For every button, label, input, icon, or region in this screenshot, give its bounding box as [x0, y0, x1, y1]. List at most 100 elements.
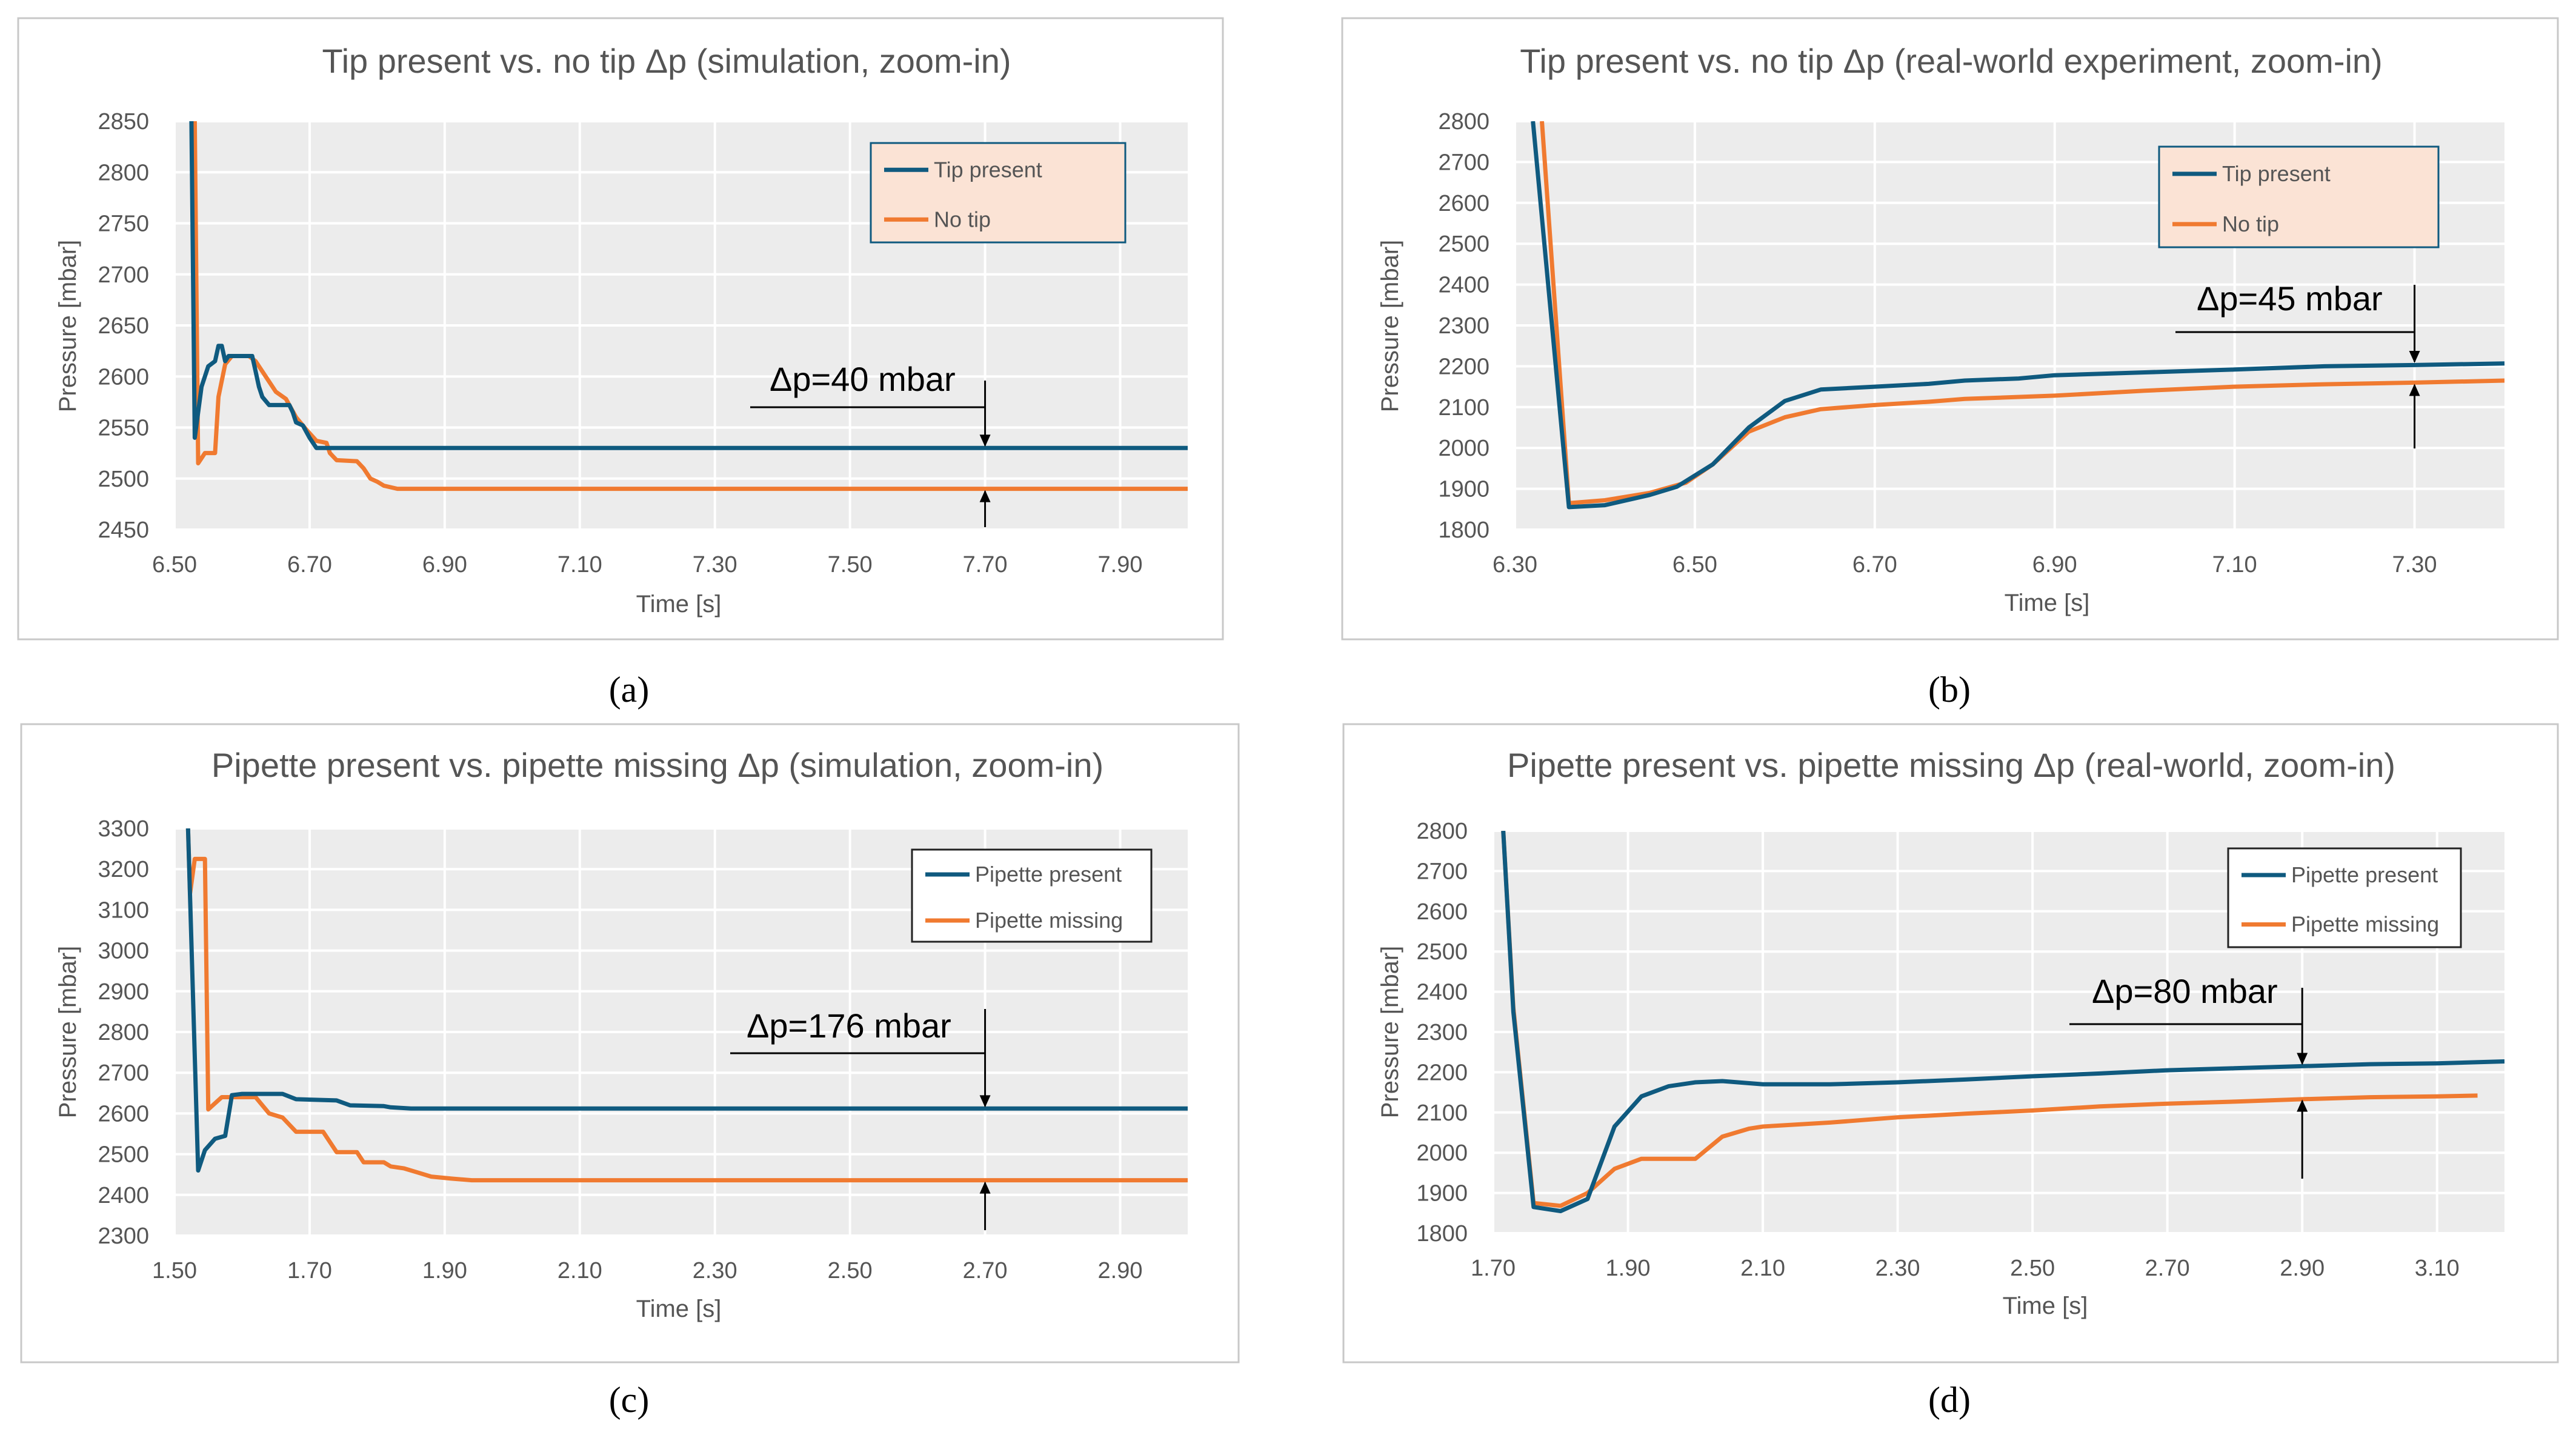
y-tick-label: 1900 — [1416, 1181, 1468, 1207]
series-line-pipette-present — [185, 828, 1188, 1173]
y-tick-label: 2850 — [98, 109, 149, 135]
arrowhead-down — [2297, 1053, 2308, 1065]
x-tick-label: 7.10 — [557, 552, 602, 578]
x-tick-label: 2.70 — [963, 1258, 1008, 1284]
x-tick-label: 7.10 — [2212, 552, 2257, 578]
x-tick-label: 7.70 — [963, 552, 1008, 578]
y-tick-label: 2700 — [98, 1060, 149, 1086]
series-line-pipette-missing — [185, 828, 1188, 1183]
legend-label: No tip — [2222, 211, 2279, 236]
delta-p-annotation: Δp=176 mbar — [747, 1007, 951, 1045]
chart-title: Tip present vs. no tip Δp (real-world ex… — [1520, 42, 2382, 80]
panel-caption: (a) — [609, 670, 650, 710]
x-tick-label: 7.50 — [828, 552, 873, 578]
y-tick-label: 2900 — [98, 979, 149, 1005]
y-tick-label: 2550 — [98, 416, 149, 441]
legend-label: Pipette missing — [2291, 912, 2439, 937]
x-tick-label: 6.70 — [1852, 552, 1897, 578]
arrowhead-down — [2409, 351, 2420, 364]
delta-p-annotation: Δp=40 mbar — [770, 360, 956, 398]
y-tick-label: 3300 — [98, 816, 149, 842]
x-tick-label: 1.50 — [152, 1258, 197, 1284]
y-tick-label: 2100 — [1416, 1100, 1468, 1126]
delta-p-annotation: Δp=80 mbar — [2092, 972, 2278, 1010]
legend-label: Tip present — [934, 157, 1042, 182]
chart-panel-a: 2450 2500 2550 2600 2650 2700 2750 2800 2850 6.50… — [17, 17, 1224, 710]
chart-title: Tip present vs. no tip Δp (simulation, z… — [322, 42, 1011, 80]
x-tick-label: 6.50 — [152, 552, 197, 578]
x-tick-label: 1.70 — [1471, 1256, 1516, 1281]
x-tick-label: 1.90 — [422, 1258, 467, 1284]
x-axis-label: Time [s] — [2005, 590, 2090, 616]
legend-label: No tip — [934, 207, 991, 231]
delta-p-annotation: Δp=45 mbar — [2197, 279, 2383, 318]
panel-caption: (b) — [1928, 670, 1971, 710]
x-axis-label: Time [s] — [636, 591, 722, 618]
y-tick-label: 1800 — [1438, 518, 1489, 543]
y-tick-label: 2600 — [1416, 899, 1468, 925]
x-tick-label: 7.30 — [2392, 552, 2437, 578]
panel-caption: (c) — [609, 1380, 650, 1420]
x-tick-label: 6.90 — [422, 552, 467, 578]
x-tick-label: 2.90 — [1098, 1258, 1143, 1284]
arrowhead-up — [2409, 384, 2420, 396]
legend-box — [2158, 145, 2440, 248]
y-tick-label: 2800 — [1438, 109, 1489, 135]
y-axis-label: Pressure [mbar] — [55, 240, 81, 413]
legend-label: Pipette missing — [975, 908, 1123, 933]
legend-box — [870, 142, 1127, 244]
legend-box — [2227, 847, 2462, 948]
x-tick-label: 2.90 — [2280, 1256, 2325, 1281]
y-tick-label: 2500 — [1438, 231, 1489, 257]
arrowhead-down — [979, 1095, 991, 1108]
series-line-tip-present — [189, 121, 1188, 450]
y-tick-label: 2000 — [1438, 436, 1489, 461]
y-tick-label: 1800 — [1416, 1221, 1468, 1247]
y-tick-label: 2450 — [98, 518, 149, 543]
y-tick-label: 2300 — [98, 1224, 149, 1249]
y-tick-label: 2600 — [98, 364, 149, 390]
y-tick-label: 2750 — [98, 211, 149, 237]
chart-title: Pipette present vs. pipette missing Δp (… — [1507, 746, 2395, 784]
y-tick-label: 1900 — [1438, 477, 1489, 502]
y-axis-label: Pressure [mbar] — [1377, 240, 1403, 413]
x-tick-label: 2.50 — [2010, 1256, 2055, 1281]
y-tick-label: 2600 — [1438, 191, 1489, 216]
y-tick-label: 2650 — [98, 313, 149, 339]
x-tick-label: 6.50 — [1672, 552, 1717, 578]
x-tick-label: 7.90 — [1098, 552, 1143, 578]
y-axis-label: Pressure [mbar] — [1377, 946, 1403, 1119]
x-axis-label: Time [s] — [2003, 1293, 2088, 1319]
y-tick-label: 2200 — [1438, 354, 1489, 379]
y-tick-label: 2300 — [1438, 313, 1489, 339]
x-tick-label: 1.70 — [287, 1258, 332, 1284]
x-tick-label: 3.10 — [2415, 1256, 2460, 1281]
legend-box — [911, 848, 1153, 943]
y-tick-label: 2300 — [1416, 1020, 1468, 1045]
y-tick-label: 2400 — [1416, 980, 1468, 1005]
chart-panel-c: 2300 2400 2500 2600 2700 2800 2900 3000 3100 3200… — [20, 723, 1240, 1420]
y-tick-label: 2500 — [98, 467, 149, 492]
x-axis-label: Time [s] — [636, 1296, 722, 1322]
series-line-pipette-present — [1501, 831, 2504, 1213]
x-tick-label: 2.10 — [1740, 1256, 1785, 1281]
x-tick-label: 7.30 — [693, 552, 737, 578]
arrowhead-down — [979, 434, 991, 447]
x-tick-label: 2.50 — [828, 1258, 873, 1284]
y-tick-label: 2700 — [1416, 859, 1468, 884]
y-tick-label: 3200 — [98, 857, 149, 882]
y-tick-label: 2500 — [98, 1142, 149, 1168]
panel-caption: (d) — [1928, 1380, 1971, 1420]
x-tick-label: 6.70 — [287, 552, 332, 578]
y-tick-label: 2800 — [1416, 819, 1468, 844]
y-tick-label: 2400 — [1438, 273, 1489, 298]
y-tick-label: 2200 — [1416, 1060, 1468, 1085]
x-tick-label: 6.90 — [2032, 552, 2077, 578]
x-tick-label: 2.30 — [1875, 1256, 1920, 1281]
legend-label: Tip present — [2222, 161, 2331, 186]
y-tick-label: 2100 — [1438, 395, 1489, 421]
y-tick-label: 3100 — [98, 897, 149, 923]
y-tick-label: 3000 — [98, 939, 149, 964]
legend-label: Pipette present — [2291, 862, 2438, 887]
